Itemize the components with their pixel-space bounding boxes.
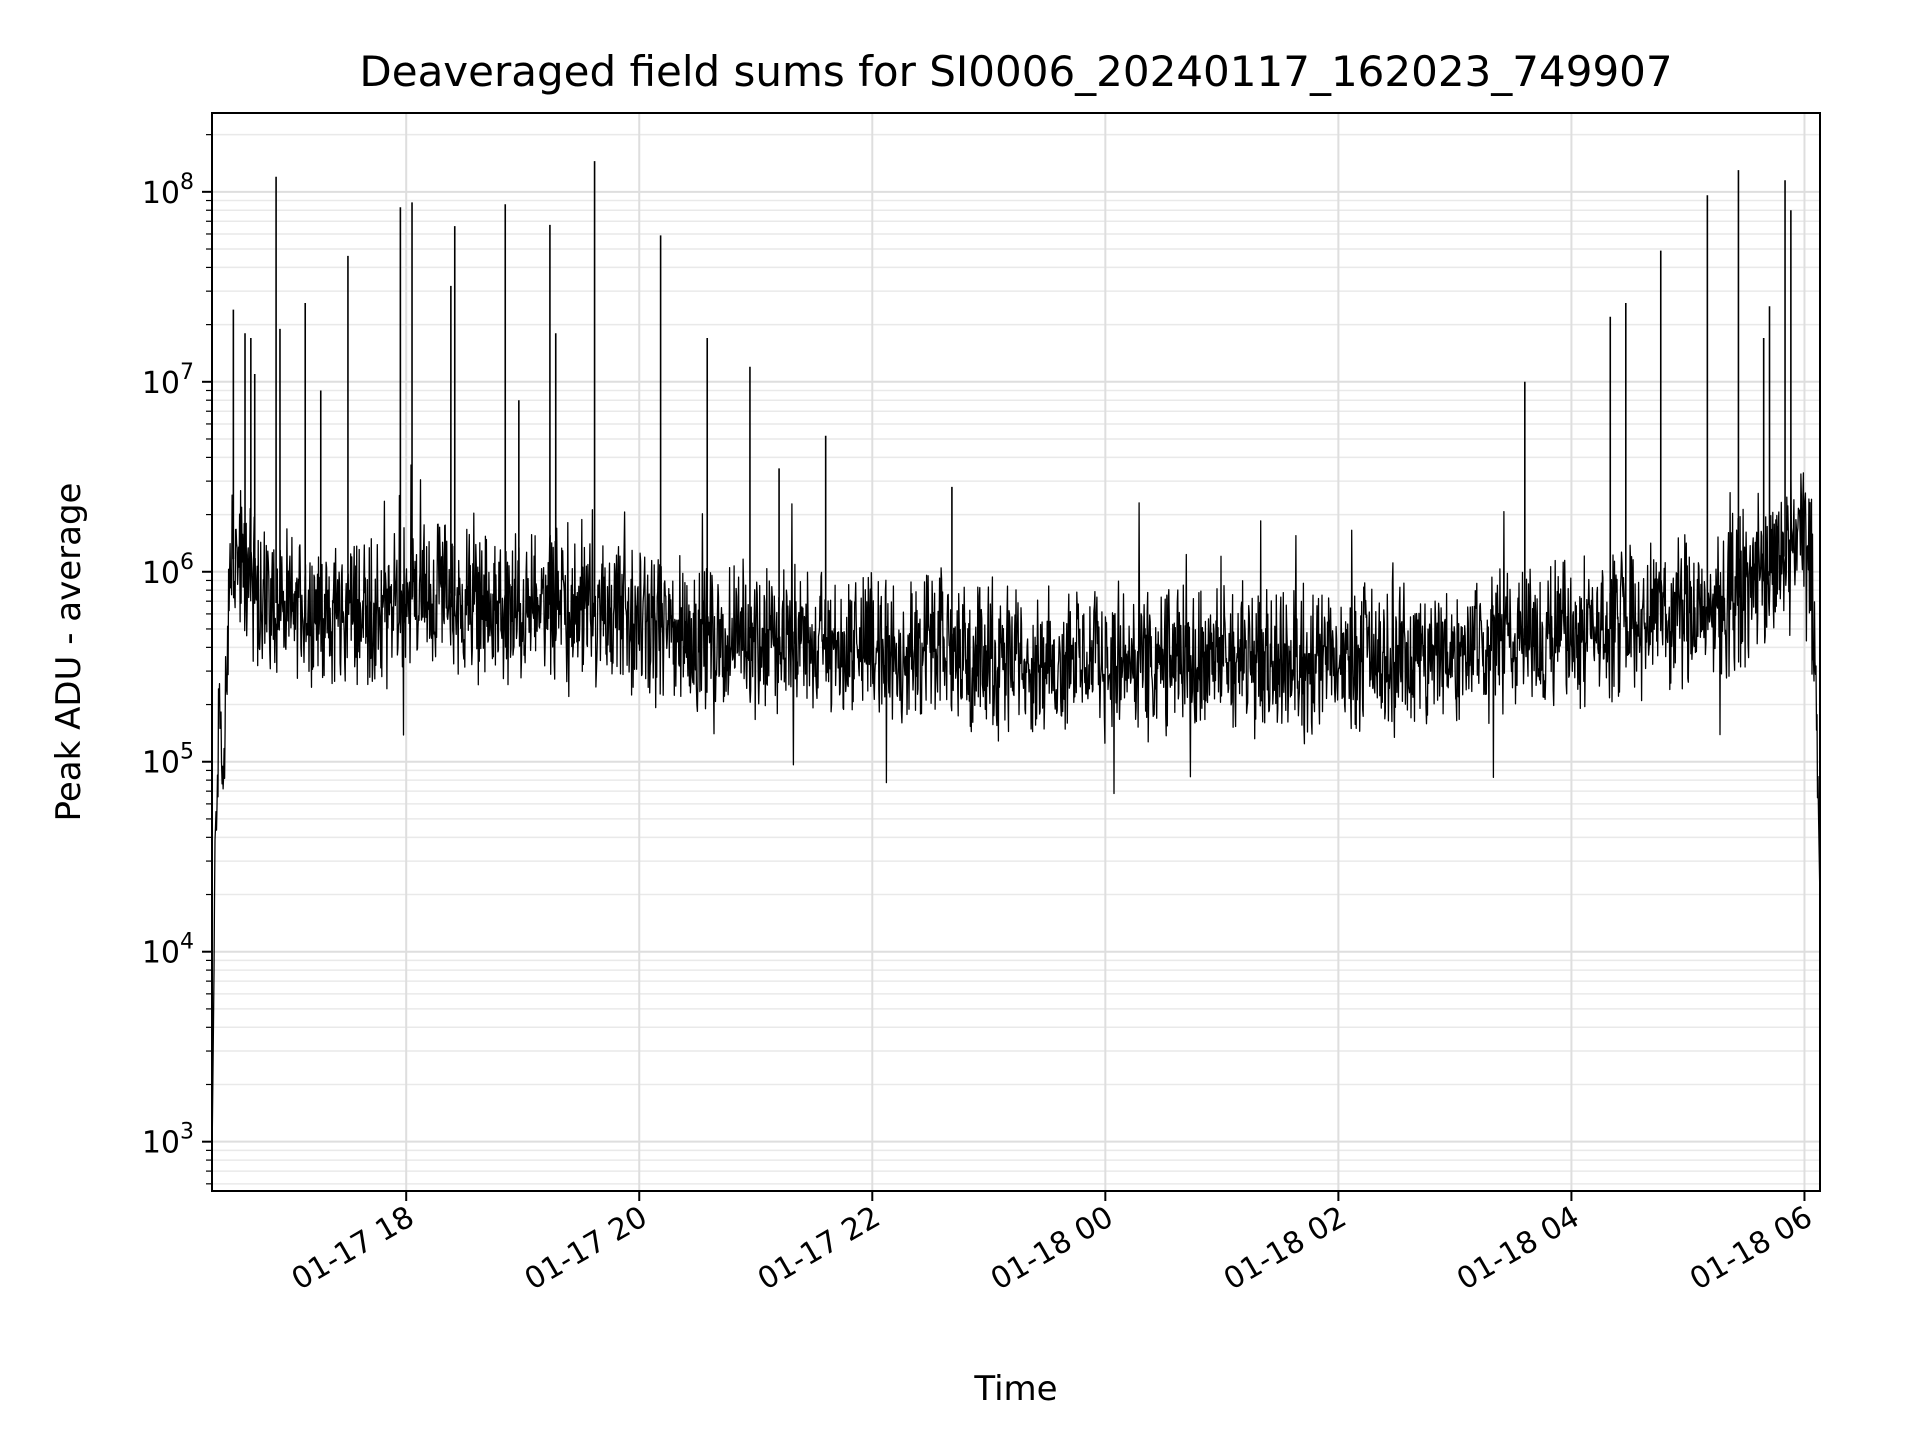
x-axis-label: Time	[973, 1369, 1057, 1409]
y-tick-label: 108	[142, 170, 194, 211]
x-tick-label: 01-18 00	[985, 1200, 1119, 1298]
plot-frame	[211, 112, 1821, 1192]
y-tick-label: 103	[142, 1120, 194, 1161]
x-tick-label: 01-17 22	[752, 1200, 886, 1298]
x-tick-label: 01-17 18	[286, 1200, 420, 1298]
y-axis-label: Peak ADU - average	[49, 483, 89, 822]
y-tick-label: 106	[142, 550, 194, 591]
chart-title: Deaveraged field sums for SI0006_2024011…	[359, 47, 1672, 96]
x-tick-label: 01-18 06	[1684, 1200, 1818, 1298]
series-line	[211, 464, 1821, 1161]
y-tick-label: 105	[142, 740, 194, 781]
y-axis: 103 104 105 106 107 108	[142, 134, 212, 1185]
x-tick-label: 01-17 20	[519, 1200, 653, 1298]
x-axis: 01-17 18 01-17 20 01-17 22 01-18 00 01-18 02…	[286, 1191, 1818, 1298]
x-tick-label: 01-18 02	[1218, 1200, 1352, 1298]
y-tick-label: 107	[142, 360, 194, 401]
y-tick-label: 104	[142, 930, 194, 971]
x-tick-label: 01-18 04	[1451, 1200, 1585, 1298]
data-layer	[211, 161, 1821, 1161]
